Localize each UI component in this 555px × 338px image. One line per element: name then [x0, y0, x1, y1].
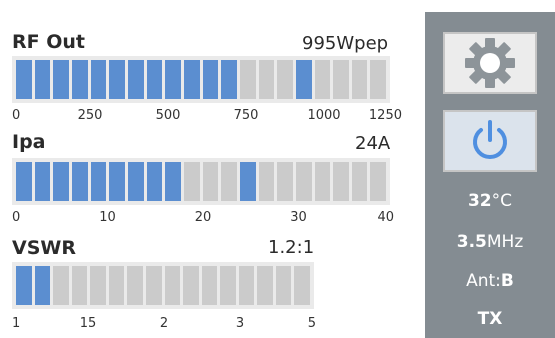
meter-segment-lit [127, 60, 144, 99]
meter-segment-lit [53, 162, 69, 201]
meter-segment [295, 162, 312, 201]
meter-segment-lit [71, 60, 88, 99]
meter-segment-lit [127, 162, 144, 201]
meter-segment [238, 266, 255, 305]
meter-segment [108, 266, 125, 305]
scale-tick-label: 0 [12, 108, 21, 123]
scale-tick-label: 40 [377, 210, 394, 225]
meter-segment [333, 162, 349, 201]
meter-segment [333, 60, 349, 99]
meter-segment [314, 162, 331, 201]
meter-segment-lit [295, 60, 312, 99]
ipa-readout: 24A [355, 133, 391, 154]
meter-segment [202, 162, 219, 201]
meter-segment [275, 266, 292, 305]
ipa-title: Ipa [12, 131, 46, 153]
meter-segment [294, 266, 310, 305]
vswr-readout: 1.2:1 [268, 237, 315, 258]
meter-segment-lit [71, 162, 88, 201]
power-icon [473, 120, 507, 159]
scale-tick-label: 3 [235, 316, 245, 331]
meter-segment [183, 266, 199, 305]
scale-tick-label: 1 [12, 316, 21, 331]
scale-tick-label: 750 [233, 108, 259, 123]
meter-segment-lit [53, 60, 69, 99]
meter-segment [127, 266, 143, 305]
meter-segment [277, 60, 293, 99]
meter-segment [314, 60, 331, 99]
vswr-scale: 1 15 2 3 5 [12, 316, 316, 334]
mode-indicator: TX [477, 309, 503, 329]
meter-segment-lit [221, 60, 237, 99]
meter-segment-lit [90, 60, 107, 99]
rf-out-meter [12, 56, 390, 103]
meter-segment [164, 266, 181, 305]
meter-segment-lit [16, 266, 32, 305]
rf-out-scale: 0 250 500 750 1000 1250 [12, 108, 402, 126]
rf-out-title: RF Out [12, 31, 85, 53]
power-button[interactable] [443, 110, 537, 172]
rf-out-readout: 995Wpep [302, 33, 389, 54]
meter-segment [221, 162, 237, 201]
meter-segment [258, 162, 275, 201]
meter-segment [277, 162, 293, 201]
meter-segment [258, 60, 275, 99]
scale-tick-label: 0 [12, 210, 21, 225]
side-panel: 32°C 3.5MHz Ant:B TX [425, 12, 555, 338]
frequency-readout: 3.5MHz [456, 232, 524, 252]
meter-segment [183, 162, 200, 201]
meter-segment-lit [183, 60, 200, 99]
meter-segment-lit [34, 266, 51, 305]
vswr-meter [12, 262, 314, 309]
ipa-meter [12, 158, 390, 205]
temperature-readout: 32°C [467, 191, 513, 211]
meter-segment-lit [239, 162, 256, 201]
meter-segment-lit [34, 60, 51, 99]
meter-segment [370, 60, 387, 99]
meter-segment [90, 266, 106, 305]
meter-segment-lit [16, 162, 32, 201]
scale-tick-label: 10 [99, 210, 116, 225]
meter-segment-lit [90, 162, 107, 201]
scale-tick-label: 30 [290, 210, 307, 225]
meter-segment-lit [109, 162, 125, 201]
meter-segment-lit [16, 60, 32, 99]
meter-segment [145, 266, 162, 305]
meter-segment-lit [109, 60, 125, 99]
meter-segment [370, 162, 387, 201]
scale-tick-label: 1000 [307, 108, 341, 123]
meter-segment-lit [165, 60, 181, 99]
meter-segment [351, 162, 368, 201]
scale-tick-label: 5 [307, 316, 316, 331]
antenna-readout: Ant:B [466, 271, 514, 291]
meter-segment [239, 60, 256, 99]
meter-segment [351, 60, 368, 99]
meter-segment [257, 266, 273, 305]
meter-segment [220, 266, 236, 305]
scale-tick-label: 2 [159, 316, 169, 331]
meter-segment-lit [165, 162, 181, 201]
meter-segment [71, 266, 88, 305]
scale-tick-label: 20 [194, 210, 212, 225]
settings-button[interactable] [443, 32, 537, 94]
ipa-scale: 0 10 20 30 40 [12, 210, 394, 228]
meter-segment-lit [34, 162, 51, 201]
scale-tick-label: 500 [155, 108, 181, 123]
scale-tick-label: 15 [79, 316, 97, 331]
gear-icon [465, 38, 515, 88]
meter-segment-lit [146, 162, 163, 201]
meter-segment [201, 266, 218, 305]
meter-segment-lit [146, 60, 163, 99]
meter-segment-lit [202, 60, 219, 99]
scale-tick-label: 250 [77, 108, 103, 123]
meter-segment [53, 266, 69, 305]
scale-tick-label: 1250 [368, 108, 402, 123]
vswr-title: VSWR [12, 237, 76, 259]
